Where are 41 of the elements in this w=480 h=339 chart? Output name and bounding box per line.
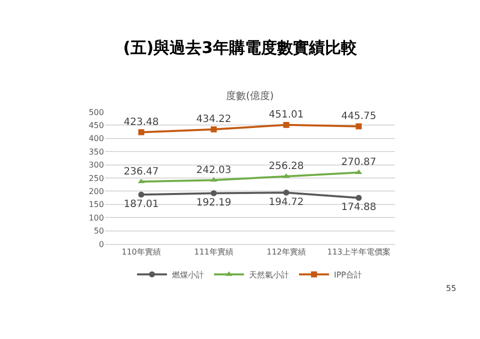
legend-label: 天然氣小計 xyxy=(249,270,289,280)
y-tick-label: 50 xyxy=(94,226,104,236)
x-tick-label: 113上半年電價案 xyxy=(327,248,390,257)
y-tick-label: 350 xyxy=(88,147,104,156)
data-label: 256.28 xyxy=(268,161,304,172)
y-tick-label: 250 xyxy=(88,174,104,183)
chart-title: (五)與過去3年購電度數實績比較 xyxy=(123,38,358,58)
y-tick-label: 450 xyxy=(88,121,104,130)
data-label: 270.87 xyxy=(341,157,376,168)
point xyxy=(210,190,217,196)
chart-subtitle: 度數(億度) xyxy=(226,90,274,102)
point xyxy=(283,190,290,196)
data-label: 451.01 xyxy=(268,110,304,121)
x-tick-label: 112年實績 xyxy=(266,248,306,257)
y-tick-label: 200 xyxy=(88,187,104,196)
point xyxy=(356,194,362,201)
data-label: 434.22 xyxy=(196,114,232,126)
point xyxy=(138,192,144,198)
data-label: 445.75 xyxy=(341,111,376,122)
data-label: 242.03 xyxy=(196,164,232,176)
data-label: 187.01 xyxy=(124,198,159,210)
point xyxy=(283,122,290,128)
x-tick-label: 110年實績 xyxy=(122,248,161,257)
y-tick-label: 0 xyxy=(98,240,104,249)
y-tick-label: 300 xyxy=(88,160,104,170)
text: 55 xyxy=(446,284,456,293)
legend-label: 燃煤小計 xyxy=(172,270,204,280)
data-label: 192.19 xyxy=(196,198,232,209)
data-label: 194.72 xyxy=(268,196,304,208)
y-tick-label: 100 xyxy=(88,213,104,222)
x-tick-label: 111年實績 xyxy=(194,248,234,257)
y-tick-label: 150 xyxy=(88,200,104,210)
data-label: 174.88 xyxy=(341,202,376,214)
data-label: 236.47 xyxy=(124,166,159,178)
y-tick-label: 400 xyxy=(88,134,104,144)
data-label: 423.48 xyxy=(124,116,159,128)
point xyxy=(138,129,144,136)
legend-label: IPP合計 xyxy=(334,270,362,280)
point xyxy=(356,123,362,130)
point xyxy=(210,126,217,132)
y-tick-label: 500 xyxy=(88,108,104,117)
